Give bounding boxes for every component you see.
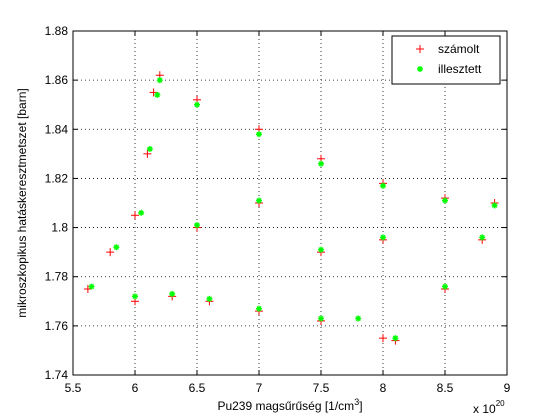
fitted-point	[380, 182, 386, 189]
fitted-point	[206, 295, 213, 302]
legend-label-fitted: illesztett	[438, 62, 482, 76]
legend-box	[391, 35, 501, 85]
x-tick-label: 7.5	[313, 381, 330, 395]
legend: számolt illesztett	[391, 35, 501, 85]
y-tick-label: 1.88	[45, 24, 69, 38]
fitted-point	[442, 197, 448, 204]
fitted-point	[194, 222, 200, 229]
fitted-point	[318, 246, 324, 253]
legend-marker-fitted	[417, 66, 423, 72]
y-tick-label: 1.82	[45, 171, 69, 185]
fitted-point	[146, 145, 153, 152]
fitted-point	[113, 244, 120, 251]
fitted-point	[380, 234, 386, 241]
fitted-point	[491, 202, 498, 209]
x-axis-label: Pu239 magsűrűség [1/cm3]	[217, 397, 362, 413]
computed-point	[379, 334, 387, 343]
y-tick-label: 1.78	[45, 270, 69, 284]
legend-marker-computed	[416, 45, 424, 53]
fitted-point	[318, 160, 324, 167]
computed-point	[131, 211, 139, 220]
y-tick-label: 1.74	[45, 368, 69, 382]
data-points	[83, 71, 499, 345]
fitted-point	[154, 91, 161, 98]
legend-label-computed: számolt	[438, 42, 480, 56]
fitted-point	[194, 101, 200, 108]
fitted-point	[355, 315, 362, 322]
x-tick-label: 8	[380, 381, 387, 395]
fitted-point	[392, 335, 399, 342]
fitted-point	[442, 283, 448, 290]
fitted-point	[256, 131, 262, 138]
plot-area	[72, 30, 508, 376]
computed-point	[149, 88, 158, 97]
legend-star-marker	[417, 66, 423, 72]
fitted-point	[256, 197, 262, 204]
y-axis-label: mikroszkopikus hatáskeresztmetszet [barn…	[15, 88, 29, 317]
computed-point	[143, 149, 152, 158]
x-axis-multiplier: x 1020	[473, 399, 505, 416]
y-tick-label: 1.76	[45, 319, 69, 333]
x-tick-label: 8.5	[437, 381, 454, 395]
fitted-point	[156, 77, 163, 84]
fitted-point	[88, 283, 95, 290]
x-tick-label: 7	[256, 381, 263, 395]
x-tick-label: 6.5	[189, 381, 206, 395]
computed-point	[83, 285, 92, 293]
fitted-point	[318, 315, 324, 322]
y-tick-label: 1.84	[45, 122, 69, 136]
fitted-point	[132, 293, 138, 300]
legend-plus-marker	[416, 45, 424, 53]
fitted-point	[479, 234, 486, 241]
x-tick-label: 5.5	[65, 381, 82, 395]
x-tick-label: 9	[504, 381, 511, 395]
x-tick-label: 6	[132, 381, 139, 395]
fitted-point	[138, 209, 145, 216]
y-tick-label: 1.86	[45, 73, 69, 87]
fitted-point	[256, 305, 262, 312]
axis-ticks: 5.5 6 6.5 7 7.5 8 8.5 9 1.74 1.76 1.78 1.8 1.82 1.84 1…	[45, 24, 511, 395]
computed-point	[106, 248, 115, 257]
fitted-point	[169, 290, 176, 297]
y-tick-label: 1.8	[51, 221, 68, 235]
